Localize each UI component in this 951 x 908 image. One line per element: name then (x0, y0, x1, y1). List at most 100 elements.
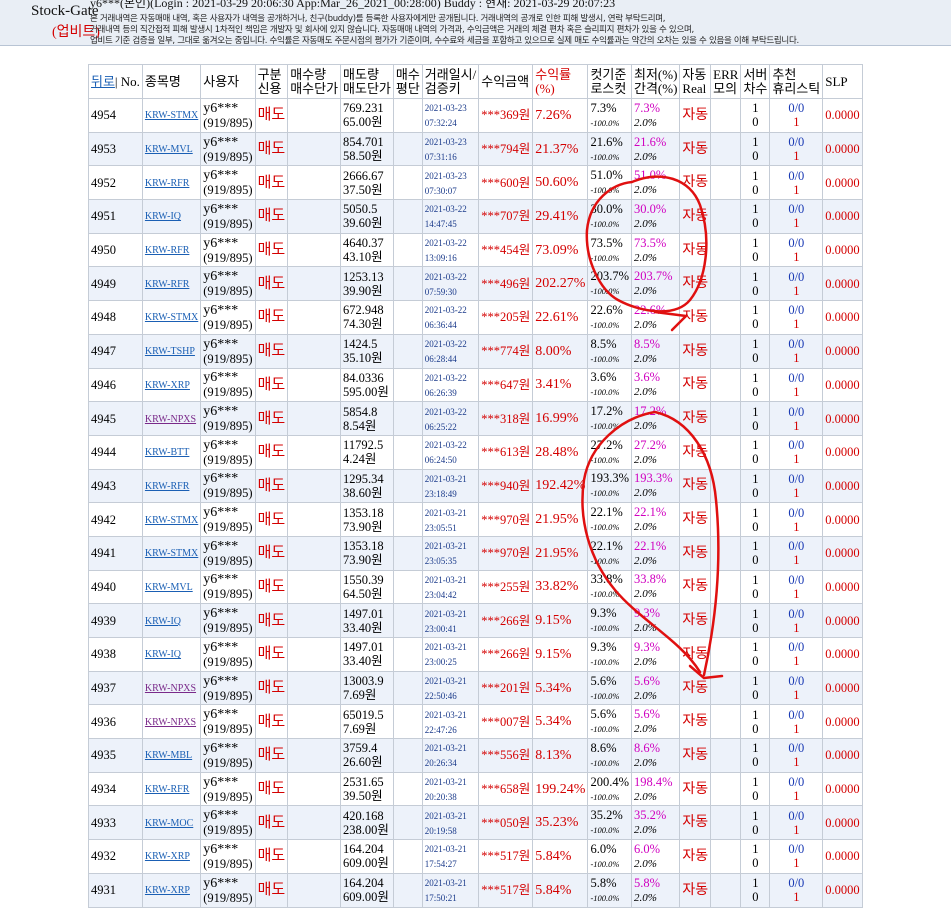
symbol-link[interactable]: KRW-MVL (144, 581, 193, 593)
symbol-link[interactable]: KRW-STMX (144, 548, 199, 560)
auto: 자동 (682, 545, 709, 561)
cell: 33.8% 2.0% (630, 569, 681, 605)
profit: ***266원 (481, 647, 531, 662)
symbol-link[interactable]: KRW-MBL (144, 750, 193, 762)
heuristic: 1 (793, 519, 800, 534)
symbol-link[interactable]: KRW-RFR (144, 177, 190, 189)
cell: 22.1% 2.0% (630, 502, 681, 537)
cell: 0.0000 (822, 367, 863, 403)
slp: 0.0000 (825, 108, 860, 123)
cell (287, 98, 342, 133)
symbol-link[interactable]: KRW-NPXS (144, 413, 197, 425)
cell: 35.2% -100.0% (587, 805, 632, 841)
symbol-link[interactable]: KRW-XRP (144, 851, 190, 863)
cell: 73.09% (532, 232, 589, 268)
low: 8.6% (633, 740, 661, 755)
symbol-link[interactable]: KRW-IQ (144, 649, 182, 661)
symbol-link[interactable]: KRW-NPXS (144, 716, 197, 728)
symbol-link[interactable]: KRW-RFR (144, 480, 190, 492)
cell: KRW-MVL (141, 569, 202, 605)
cell: 11792.5 4.24원 (340, 434, 394, 470)
cell: 0/0 1 (769, 165, 824, 201)
column-header: 구분 신용 (254, 64, 289, 99)
degree: 0 (752, 856, 759, 871)
cell (392, 569, 423, 605)
cell: 22.6% 2.0% (630, 300, 681, 335)
gap: 2.0% (633, 150, 657, 163)
slp: 0.0000 (825, 209, 860, 224)
cell: 2021-03-21 23:05:35 (421, 535, 480, 571)
recommend: 0/0 (788, 775, 805, 790)
profit: ***970원 (481, 546, 531, 561)
symbol-link[interactable]: KRW-MOC (144, 817, 194, 829)
cell: 2021-03-21 23:05:51 (421, 502, 480, 537)
cell: ***517원 (478, 839, 534, 874)
trade-date: 2021-03-22 (424, 204, 467, 215)
symbol-link[interactable]: KRW-BTT (144, 447, 190, 459)
sell-price: 26.60원 (343, 755, 383, 770)
server: 1 (752, 404, 759, 419)
side: 매도 (257, 882, 286, 899)
recommend: 0/0 (788, 404, 805, 419)
cell: KRW-STMX (141, 535, 202, 571)
cell (710, 569, 742, 605)
symbol-link[interactable]: KRW-NPXS (144, 683, 197, 695)
side: 매도 (257, 242, 286, 259)
slp: 0.0000 (825, 310, 860, 325)
cell: KRW-XRP (141, 367, 202, 403)
cell: 5.84% (532, 872, 589, 908)
symbol-link[interactable]: KRW-STMX (144, 110, 199, 122)
slp: 0.0000 (825, 142, 860, 157)
symbol-link[interactable]: KRW-IQ (144, 615, 182, 627)
cell: 3.41% (532, 367, 589, 403)
cell: 4937 (88, 670, 143, 706)
cell: ***774원 (478, 333, 534, 369)
loss-cut: -100.0% (590, 488, 620, 499)
sell-price: 609.00원 (343, 890, 389, 905)
app-name[interactable]: Stock-Gate (31, 3, 99, 19)
cell: 0.0000 (822, 738, 863, 773)
symbol-link[interactable]: KRW-XRP (144, 379, 190, 391)
symbol-link[interactable]: KRW-XRP (144, 885, 190, 897)
symbol-link[interactable]: KRW-MVL (144, 144, 193, 156)
recommend: 0/0 (788, 370, 805, 385)
user: y6*** (203, 875, 239, 891)
header-text: (%) (535, 80, 555, 96)
symbol-link[interactable]: KRW-STMX (144, 312, 199, 324)
cell: 0.0000 (822, 434, 863, 470)
cell: 매도 (254, 333, 289, 369)
cell: ***496원 (478, 266, 534, 302)
profit: ***007원 (481, 714, 531, 729)
slp: 0.0000 (825, 681, 860, 696)
cell: ***970원 (478, 535, 534, 571)
cell (710, 872, 742, 908)
header-text: 자동 (682, 66, 707, 82)
cell (287, 131, 342, 167)
loss-cut: -100.0% (590, 858, 620, 869)
symbol-link[interactable]: KRW-RFR (144, 784, 190, 796)
symbol-link[interactable]: KRW-RFR (144, 278, 190, 290)
cell: 9.3% 2.0% (630, 637, 681, 672)
header-text[interactable]: 뒤로 (91, 73, 115, 89)
profit: ***050원 (481, 815, 531, 830)
cell: ***201원 (478, 670, 534, 706)
heuristic: 1 (793, 418, 800, 433)
trade-time: 22:47:26 (424, 724, 457, 735)
cell: 4931 (88, 872, 143, 908)
row-number: 4941 (91, 546, 116, 561)
symbol-link[interactable]: KRW-TSHP (144, 346, 195, 358)
profit-rate: 50.60% (535, 175, 579, 191)
cell: 4944 (88, 434, 143, 470)
symbol-link[interactable]: KRW-IQ (144, 211, 182, 223)
side: 매도 (257, 713, 286, 730)
symbol-link[interactable]: KRW-STMX (144, 514, 199, 526)
cell: 매도 (254, 872, 289, 908)
cell: 자동 (679, 535, 712, 571)
trade-row: 4953 KRW-MVL y6*** (919/895) 매도 854.701 58.50원… (88, 131, 863, 167)
loss-cut: -100.0% (590, 319, 620, 330)
profit-rate: 16.99% (535, 411, 579, 427)
symbol-link[interactable]: KRW-RFR (144, 245, 190, 257)
header-text: 매도단가 (343, 80, 391, 96)
